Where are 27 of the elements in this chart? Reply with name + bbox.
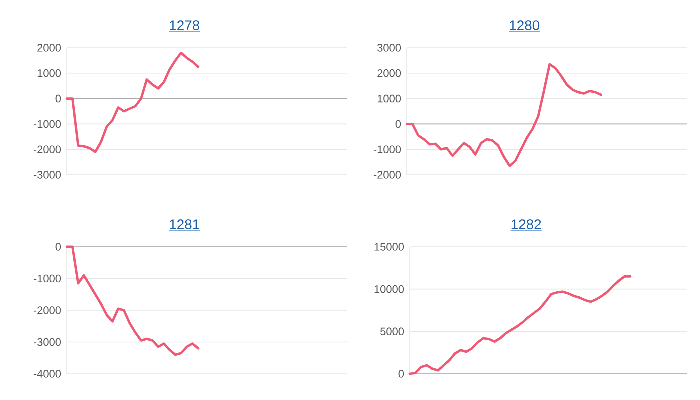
line-series	[66, 52, 200, 154]
y-tick-label: -1000	[374, 146, 402, 154]
y-tick-label: 0	[56, 243, 62, 251]
y-tick-label: 0	[398, 370, 404, 378]
y-tick-label: 3000	[378, 44, 402, 52]
y-tick-label: 15000	[374, 243, 404, 251]
y-tick-label: 5000	[380, 328, 404, 336]
chart-title: 1281	[170, 220, 200, 230]
y-tick-label: 2000	[38, 44, 62, 52]
y-tick-label: 2000	[378, 70, 402, 78]
y-tick-label: -3000	[34, 171, 62, 179]
line-series	[66, 246, 200, 356]
y-tick-label: 10000	[374, 285, 404, 294]
y-tick-label: 1000	[38, 70, 62, 78]
y-tick-label: -1000	[34, 274, 62, 283]
y-tick-label: 0	[396, 120, 402, 128]
y-tick-label: 1000	[378, 94, 402, 103]
y-tick-label: -1000	[34, 120, 62, 128]
y-tick-label: -2000	[34, 146, 62, 154]
y-tick-label: -4000	[34, 370, 62, 378]
chart-title: 1280	[510, 20, 540, 31]
chart-title: 1282	[512, 220, 542, 230]
y-tick-label: -2000	[34, 306, 62, 314]
y-tick-label: -3000	[34, 338, 62, 346]
y-tick-label: 0	[56, 94, 62, 103]
y-tick-label: -2000	[374, 171, 402, 179]
chart-title: 1278	[170, 20, 200, 31]
